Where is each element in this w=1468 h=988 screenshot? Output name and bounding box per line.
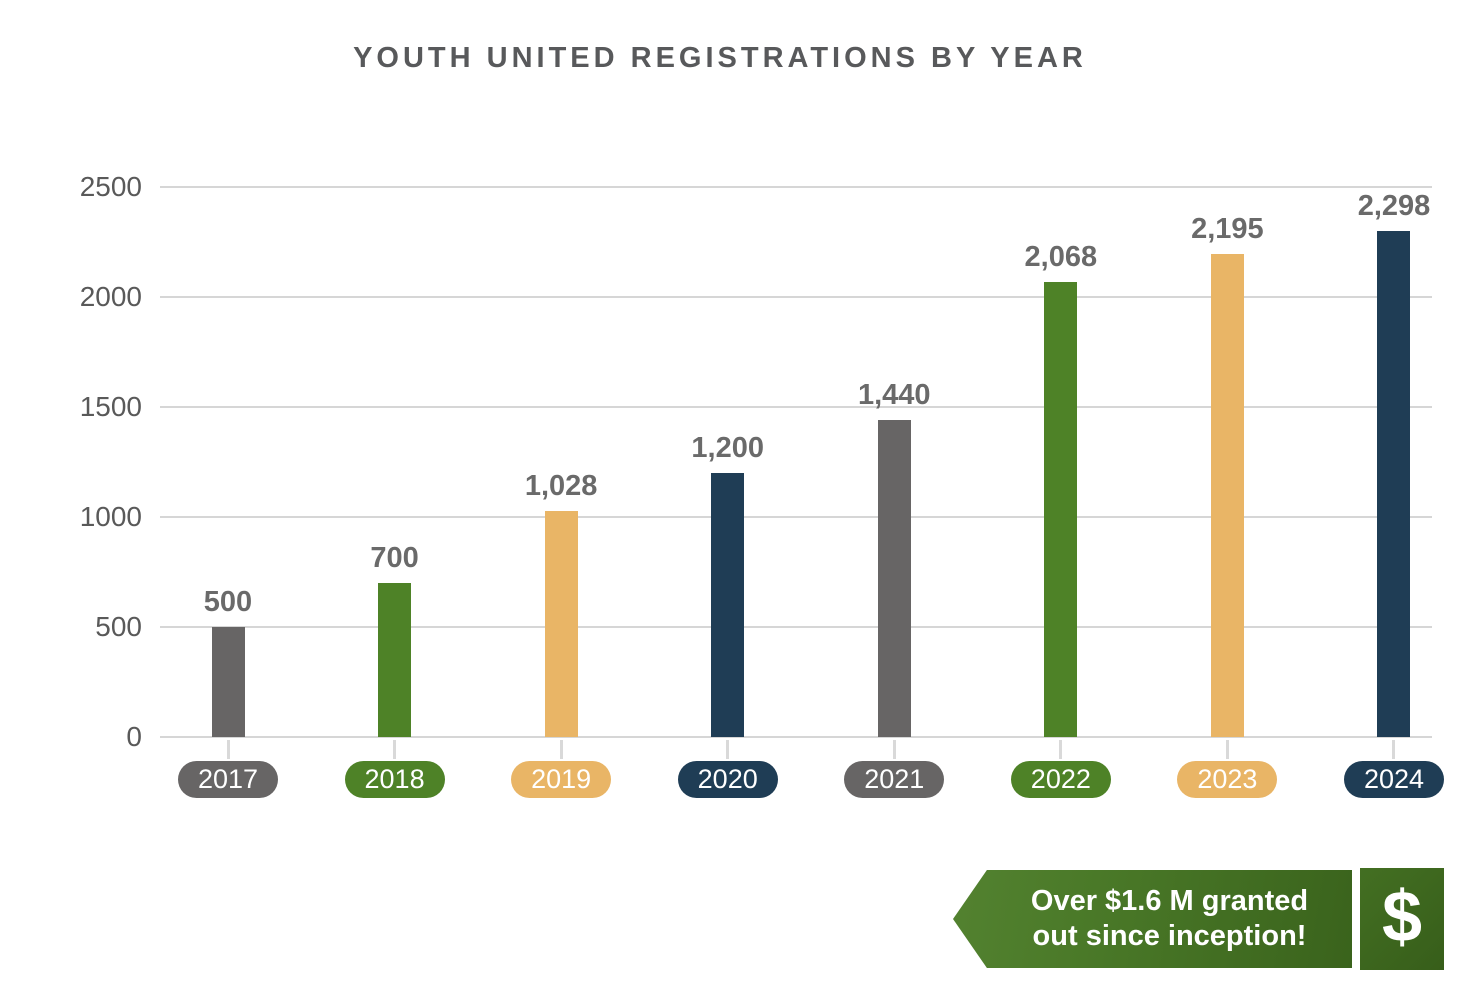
y-axis-tick-label: 500 [95, 611, 142, 642]
bar-2020 [711, 473, 745, 737]
y-axis-tick-label: 0 [126, 721, 142, 752]
gridline-y2000 [160, 296, 1432, 298]
x-axis-tick [726, 740, 730, 759]
x-axis-tick [892, 740, 896, 759]
gridline-y500 [160, 626, 1432, 628]
year-pill-2018: 2018 [344, 761, 445, 798]
bar-value-label-2021: 1,440 [857, 379, 931, 412]
gridline-y1000 [160, 516, 1432, 518]
dollar-icon-box: $ [1360, 868, 1444, 970]
year-pill-2023: 2023 [1177, 761, 1278, 798]
bar-2018 [378, 583, 412, 737]
year-pill-2022: 2022 [1010, 761, 1111, 798]
x-axis-tick [1059, 740, 1063, 759]
bar-value-label-2023: 2,195 [1191, 213, 1264, 246]
year-pill-2021: 2021 [844, 761, 945, 798]
bar-2023 [1210, 254, 1244, 737]
bar-value-label-2022: 2,068 [1024, 241, 1098, 274]
x-axis-tick [1225, 740, 1229, 759]
bar-2022 [1044, 282, 1078, 737]
bar-value-label-2017: 500 [203, 586, 253, 618]
y-axis-tick-label: 1000 [79, 501, 142, 532]
gridline-y1500 [160, 406, 1432, 408]
bar-value-label-2024: 2,298 [1357, 190, 1431, 223]
bar-2017 [211, 627, 245, 737]
dollar-sign-icon: $ [1381, 877, 1423, 957]
year-pill-2024: 2024 [1343, 761, 1444, 798]
x-axis-tick [226, 740, 230, 759]
year-pill-2017: 2017 [178, 761, 278, 798]
bar-value-label-2018: 700 [370, 542, 419, 574]
grant-banner-line1: Over $1.6 M granted [1030, 885, 1309, 917]
x-axis-tick [393, 740, 397, 759]
gridline-y2500 [160, 186, 1432, 188]
x-axis-tick [559, 740, 563, 759]
y-axis-tick-label: 2500 [79, 171, 142, 202]
bar-2019 [544, 510, 578, 737]
grant-banner-text: Over $1.6 M granted out since inception! [987, 870, 1352, 968]
bar-value-label-2019: 1,028 [524, 469, 598, 502]
chart-title: YOUTH UNITED REGISTRATIONS BY YEAR [353, 42, 1087, 74]
bar-2021 [877, 420, 911, 737]
grant-banner: Over $1.6 M granted out since inception! [953, 870, 1352, 968]
year-pill-2020: 2020 [677, 761, 778, 798]
bar-value-label-2020: 1,200 [691, 432, 764, 464]
grant-banner-line2: out since inception! [1032, 920, 1307, 952]
y-axis-tick-label: 2000 [79, 281, 142, 312]
gridline-y0 [160, 736, 1432, 738]
bar-2024 [1377, 231, 1411, 737]
year-pill-2019: 2019 [511, 761, 612, 798]
y-axis-tick-label: 1500 [79, 391, 142, 422]
x-axis-tick [1392, 740, 1396, 759]
